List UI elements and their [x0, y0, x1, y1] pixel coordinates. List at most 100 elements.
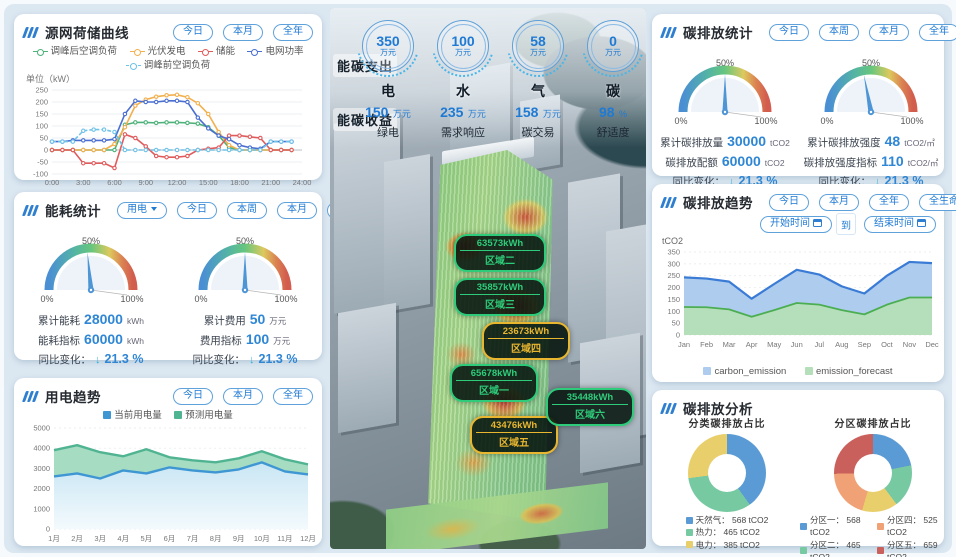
- tab-today[interactable]: 今日: [173, 387, 213, 405]
- svg-text:12:00: 12:00: [168, 178, 187, 187]
- zone-name: 区域二: [485, 256, 515, 267]
- zone-energy-value: 43476kWh: [476, 420, 552, 433]
- zone-name: 区域五: [499, 438, 529, 449]
- svg-text:10月: 10月: [254, 534, 270, 543]
- end-time-picker[interactable]: 结束时间: [864, 215, 936, 233]
- emission-area-chart: 350 300 250 200 150 100 50 0 Jan Feb Mar Apr May Jun J…: [656, 246, 940, 355]
- svg-text:1月: 1月: [48, 534, 60, 543]
- svg-text:3:00: 3:00: [76, 178, 91, 187]
- svg-text:2月: 2月: [71, 534, 83, 543]
- tab-year[interactable]: 全年: [273, 387, 313, 405]
- stat-value: 60000: [84, 331, 123, 348]
- tab-month[interactable]: 本月: [223, 23, 263, 41]
- stat-value: 48: [884, 133, 901, 149]
- zone-name: 区域六: [575, 410, 605, 421]
- start-time-picker[interactable]: 开始时间: [760, 215, 832, 233]
- stat-unit: kWh: [126, 316, 144, 326]
- svg-text:100%: 100%: [900, 116, 923, 126]
- tab-lifecycle[interactable]: 全生命周期: [919, 193, 956, 211]
- svg-text:9:00: 9:00: [138, 178, 153, 187]
- svg-text:9月: 9月: [233, 534, 245, 543]
- expense-unit: 万元: [605, 47, 621, 57]
- expense-unit: 万元: [380, 47, 396, 57]
- tab-year[interactable]: 全年: [273, 23, 313, 41]
- carbon-intensity-gauge: 50% 0% 100%: [798, 46, 944, 131]
- svg-text:8月: 8月: [210, 534, 222, 543]
- line-marker-icon: [197, 48, 213, 56]
- expense-name: 碳: [606, 83, 620, 99]
- panel-title: 源网荷储曲线: [45, 26, 129, 41]
- svg-text:50: 50: [40, 134, 48, 143]
- svg-text:100: 100: [35, 122, 48, 131]
- panel-title-icon: [659, 402, 678, 414]
- zone-label: 65678kWh 区域一: [450, 364, 538, 402]
- zone-label: 35857kWh 区域三: [454, 278, 546, 316]
- svg-text:50: 50: [672, 319, 680, 328]
- zone-energy-value: 35857kWh: [460, 282, 540, 295]
- energy-type-dropdown[interactable]: 用电: [117, 201, 167, 219]
- svg-text:100: 100: [667, 307, 680, 316]
- tab-month[interactable]: 本月: [819, 193, 859, 211]
- dashed-line-marker-icon: [125, 62, 141, 70]
- legend-text: 天然气： 568 tCO2: [695, 515, 769, 525]
- svg-text:250: 250: [35, 86, 48, 95]
- panel-electricity-trend: 用电趋势 今日 本月 全年 当前用电量 预测用电量 5000 4000 3000 20…: [14, 378, 322, 546]
- income-unit: %: [619, 109, 628, 119]
- tab-month[interactable]: 本月: [277, 201, 317, 219]
- svg-text:100%: 100%: [274, 294, 297, 304]
- tab-year[interactable]: 全年: [869, 193, 909, 211]
- tab-today[interactable]: 今日: [177, 201, 217, 219]
- legend-item: 调峰后空调负荷: [32, 45, 117, 58]
- svg-text:300: 300: [667, 259, 680, 268]
- tab-month[interactable]: 本月: [869, 23, 909, 41]
- legend-item: emission_forecast: [804, 366, 893, 377]
- svg-text:50%: 50%: [82, 236, 100, 246]
- svg-text:Oct: Oct: [881, 340, 894, 349]
- expense-unit: 万元: [455, 47, 471, 57]
- legend-text: 分区四： 525 tCO2: [887, 515, 938, 538]
- tab-week[interactable]: 本周: [819, 23, 859, 41]
- legend-text: 分区二： 465 tCO2: [810, 539, 861, 557]
- legend-item: 光伏发电: [129, 45, 186, 58]
- category-donut-legend: 天然气： 568 tCO2 热力： 465 tCO2 电力： 385 tCO2: [685, 514, 769, 551]
- energy-cost-gauge: 50% 0% 100%: [168, 224, 322, 309]
- stat-label: 费用指标: [199, 335, 242, 348]
- expense-name: 电: [381, 83, 395, 99]
- panel-title-icon: [21, 204, 40, 216]
- svg-text:6:00: 6:00: [107, 178, 122, 187]
- stat-label: 累计能耗: [38, 315, 81, 327]
- legend-item: 预测用电量: [174, 409, 233, 422]
- zone-energy-value: 35448kWh: [552, 392, 628, 405]
- usage-area-chart: 5000 4000 3000 2000 1000 0 1月 2月 3月 4月 5月 6月 7月 8月 9月 1…: [14, 422, 322, 549]
- panel-carbon-trend: 碳排放趋势 今日 本月 全年 全生命周期 开始时间 到 结束时间 tCO2 35…: [652, 184, 956, 382]
- line-marker-icon: [129, 48, 145, 56]
- stat-value: 60000: [721, 153, 761, 170]
- swatch-icon: [877, 522, 884, 530]
- tab-year[interactable]: 全年: [919, 23, 956, 41]
- tab-month[interactable]: 本月: [223, 387, 263, 405]
- tab-today[interactable]: 今日: [769, 23, 809, 41]
- legend-item: 分区五： 659 tCO2: [877, 539, 946, 557]
- svg-text:50%: 50%: [236, 236, 254, 246]
- svg-text:0%: 0%: [194, 294, 207, 304]
- calendar-icon: [813, 219, 822, 227]
- svg-text:21:00: 21:00: [261, 178, 280, 187]
- zone-energy-value: 23673kWh: [488, 326, 564, 339]
- expense-card-water: 100 万元 水: [431, 20, 495, 101]
- expense-card-gas: 58 万元 气: [506, 20, 570, 101]
- expense-circle: 100 万元: [437, 20, 489, 72]
- svg-text:24:00: 24:00: [293, 178, 312, 187]
- tab-today[interactable]: 今日: [173, 23, 213, 41]
- swatch-icon: [804, 367, 813, 375]
- tab-week[interactable]: 本周: [227, 201, 267, 219]
- swatch-icon: [685, 528, 693, 536]
- stat-value: 110: [881, 153, 904, 170]
- down-arrow-icon: ↓: [95, 353, 101, 366]
- svg-text:Dec: Dec: [925, 340, 939, 349]
- income-value: 150: [365, 104, 389, 120]
- panel-title-icon: [659, 196, 678, 208]
- tab-today[interactable]: 今日: [769, 193, 809, 211]
- svg-text:200: 200: [667, 283, 680, 292]
